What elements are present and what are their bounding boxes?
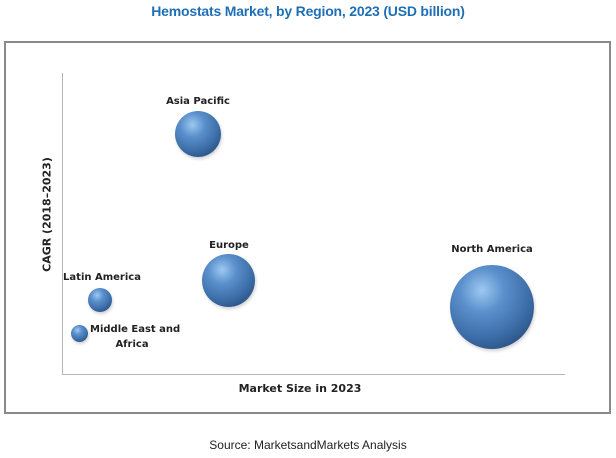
x-axis-line (62, 374, 565, 375)
x-axis-label: Market Size in 2023 (238, 382, 362, 395)
chart-title: Hemostats Market, by Region, 2023 (USD b… (151, 3, 465, 19)
bubble-asia-pacific[interactable] (175, 111, 221, 157)
mea-label-line1: Middle East and (90, 324, 181, 335)
bubble-label-latin-america: Latin America (63, 272, 141, 283)
bubble-middle-east-africa[interactable] (71, 325, 88, 342)
bubble-label-asia-pacific: Asia Pacific (166, 96, 230, 107)
bubble-north-america[interactable] (450, 265, 534, 349)
chart-frame (4, 41, 611, 414)
bubble-latin-america[interactable] (88, 288, 112, 312)
bubble-label-europe: Europe (209, 240, 249, 251)
source-note: Source: MarketsandMarkets Analysis (209, 438, 407, 452)
bubble-europe[interactable] (202, 254, 255, 307)
mea-label-line2: Africa (115, 339, 149, 350)
bubble-label-middle-east-africa: Middle East and Africa (90, 322, 181, 352)
y-axis-line (62, 73, 63, 375)
y-axis-label: CAGR (2018–2023) (40, 157, 54, 272)
bubble-label-north-america: North America (451, 244, 533, 255)
